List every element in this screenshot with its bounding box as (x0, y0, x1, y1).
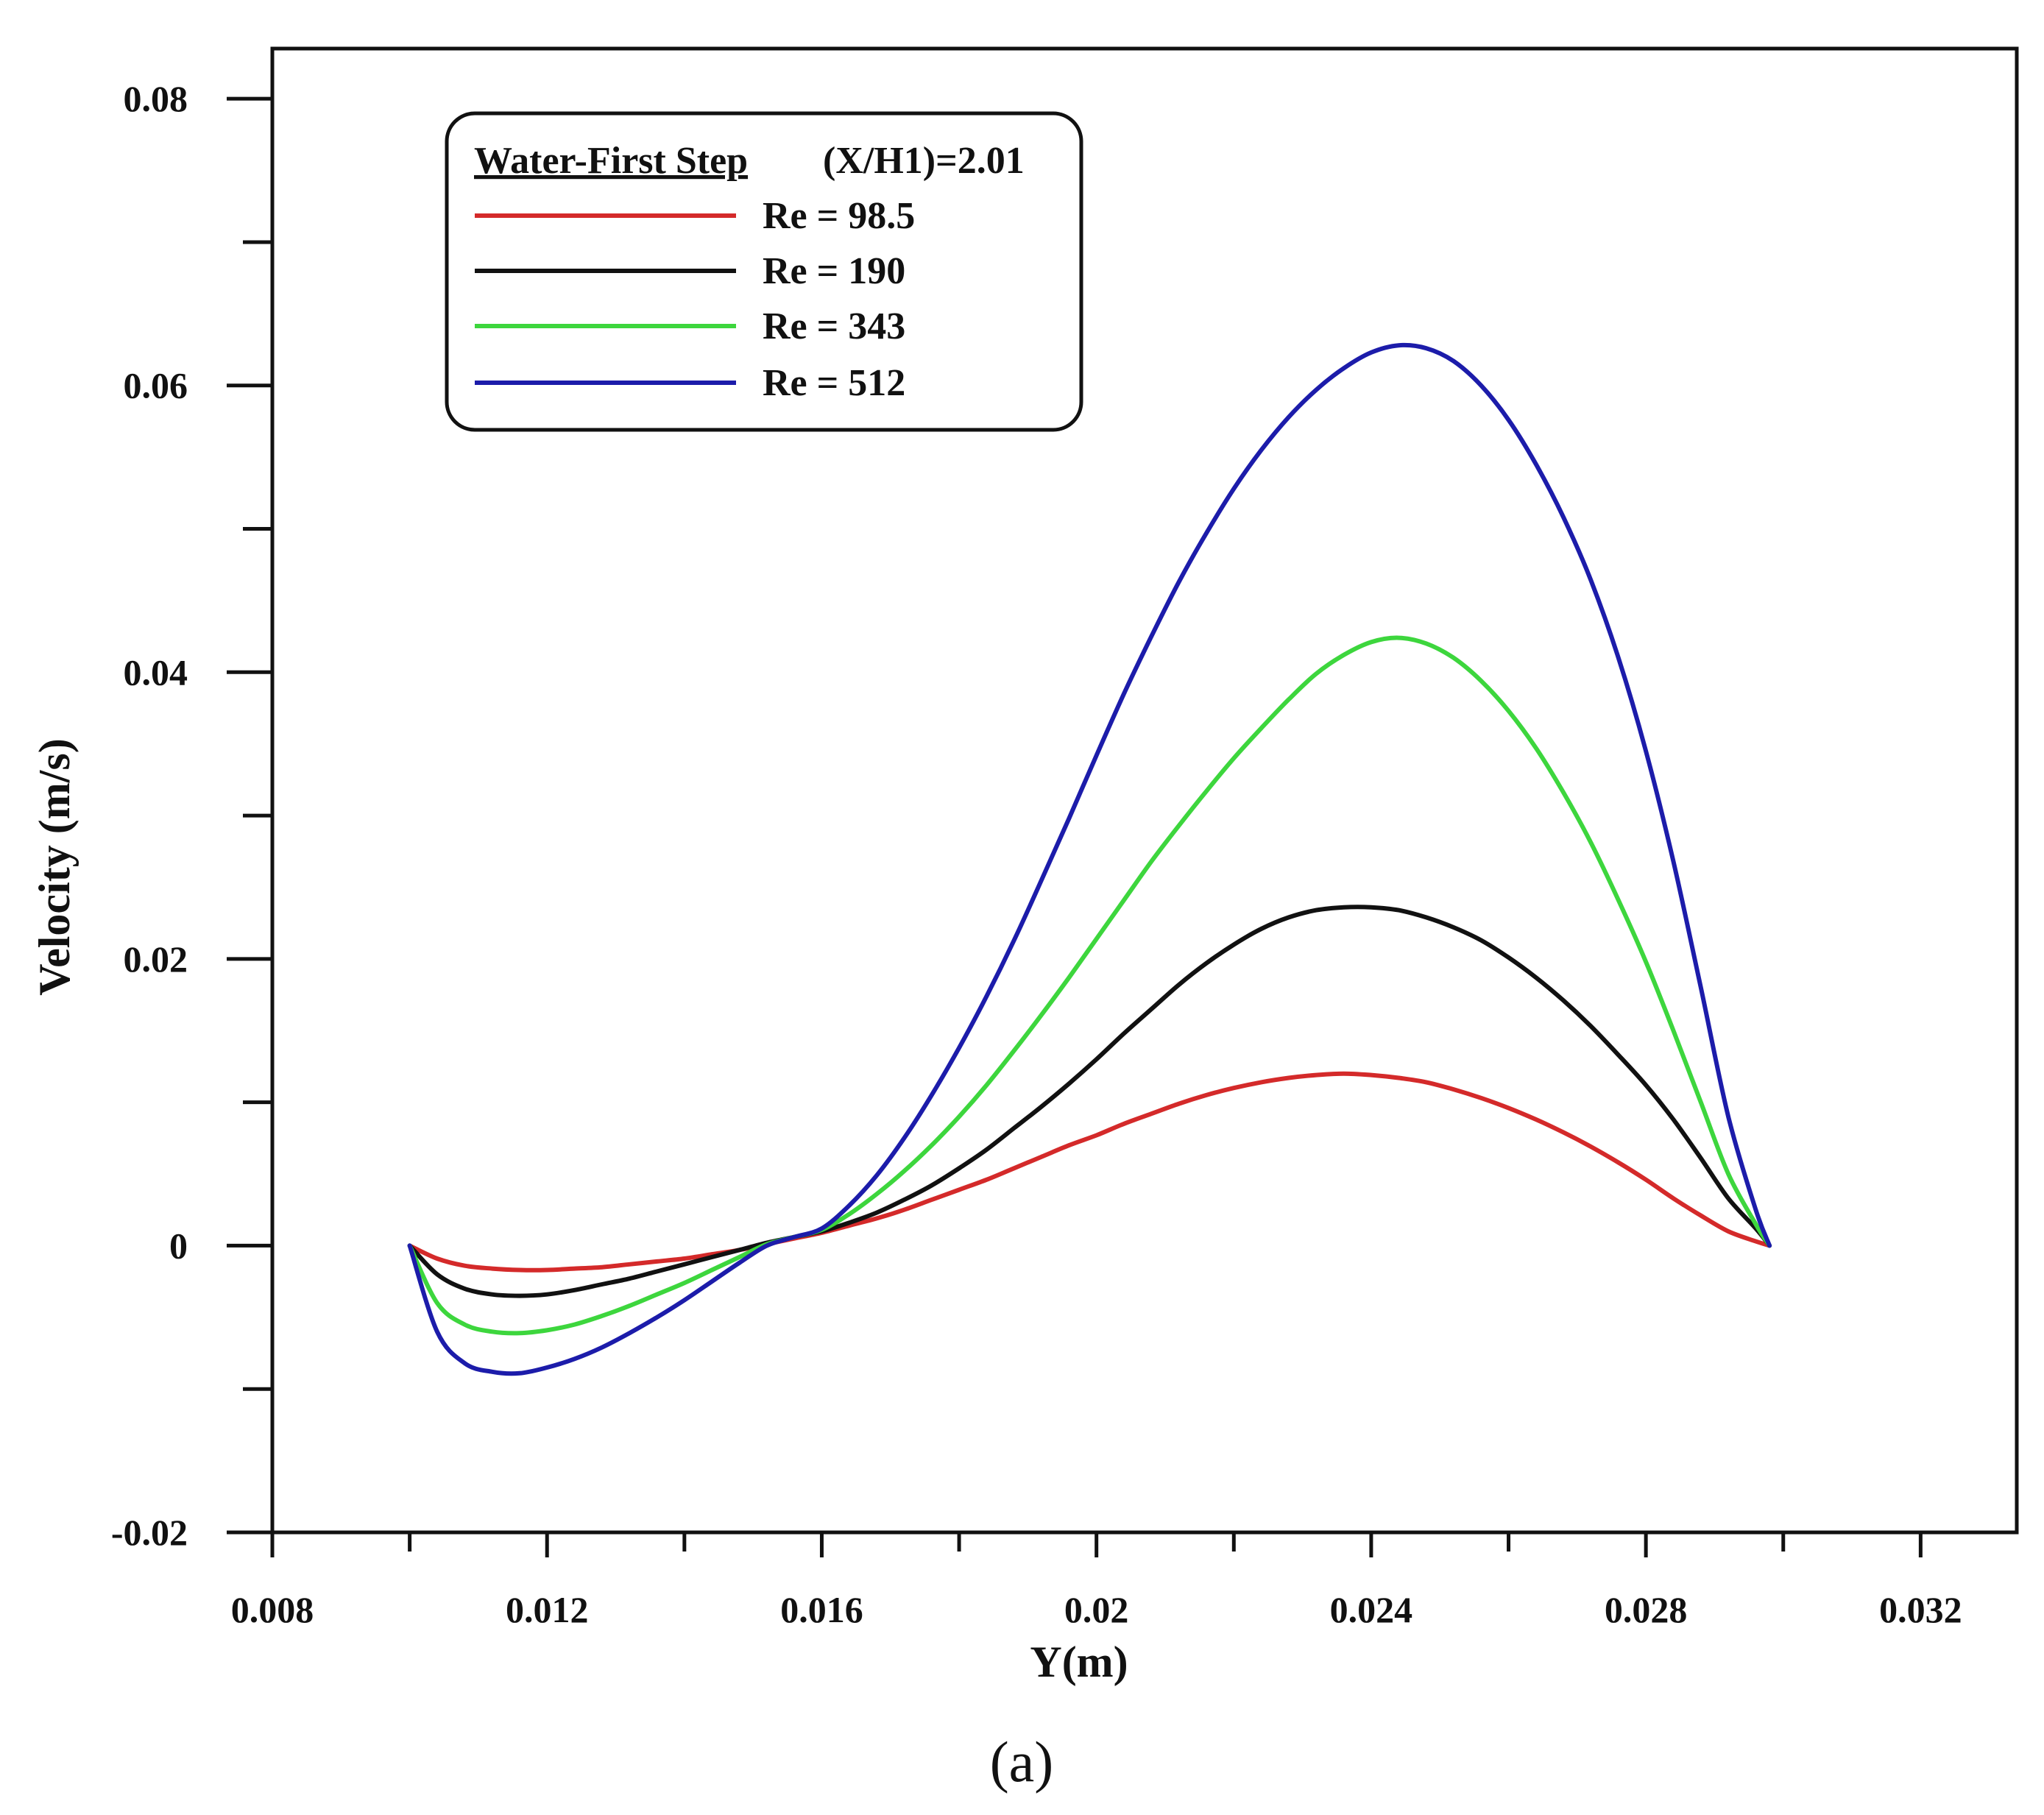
legend: Water-First Step (X/H1)=2.01 Re = 98.5Re… (445, 111, 1083, 432)
x-axis-label: Y(m) (1030, 1638, 1128, 1686)
x-tick-label: 0.032 (1879, 1589, 1962, 1630)
legend-label: Re = 343 (763, 305, 905, 347)
y-axis-ticks: -0.02 0 0.02 0.04 0.06 0.08 (111, 78, 272, 1553)
legend-entries: Re = 98.5 Re = 190 Re = 343 Re = 512 (475, 195, 915, 404)
legend-box (445, 111, 1083, 432)
legend-subtitle: (X/H1)=2.01 (823, 140, 1025, 182)
legend-label: Re = 98.5 (763, 195, 915, 237)
series-line-4 (407, 342, 1772, 1376)
x-tick-label: 0.008 (231, 1589, 314, 1630)
series-lines (407, 342, 1772, 1376)
figure-caption: (a) (990, 1730, 1054, 1794)
x-tick-label: 0.012 (506, 1589, 589, 1630)
y-tick-label: 0.06 (124, 365, 188, 406)
x-tick-label: 0.02 (1064, 1589, 1129, 1630)
x-tick-label: 0.024 (1330, 1589, 1413, 1630)
series-line-3 (407, 635, 1772, 1336)
plot-frame (270, 46, 2019, 1535)
y-tick-label: 0.04 (124, 651, 188, 693)
legend-title: Water-First Step (474, 140, 748, 182)
series-line-2 (407, 905, 1772, 1298)
y-tick-label: 0 (169, 1225, 188, 1266)
y-tick-label: -0.02 (111, 1512, 188, 1553)
x-tick-label: 0.028 (1605, 1589, 1688, 1630)
x-axis-ticks: 0.008 0.012 0.016 0.02 0.024 0.028 0.032 (231, 1532, 1962, 1630)
y-tick-label: 0.08 (124, 78, 188, 119)
x-tick-label: 0.016 (780, 1589, 863, 1630)
y-tick-label: 0.02 (124, 938, 188, 980)
plot-border (270, 46, 2019, 1535)
legend-label: Re = 190 (763, 250, 905, 292)
series-line-1 (407, 1071, 1772, 1273)
legend-label: Re = 512 (763, 362, 905, 404)
y-axis-label: Velocity (m/s) (30, 738, 79, 995)
